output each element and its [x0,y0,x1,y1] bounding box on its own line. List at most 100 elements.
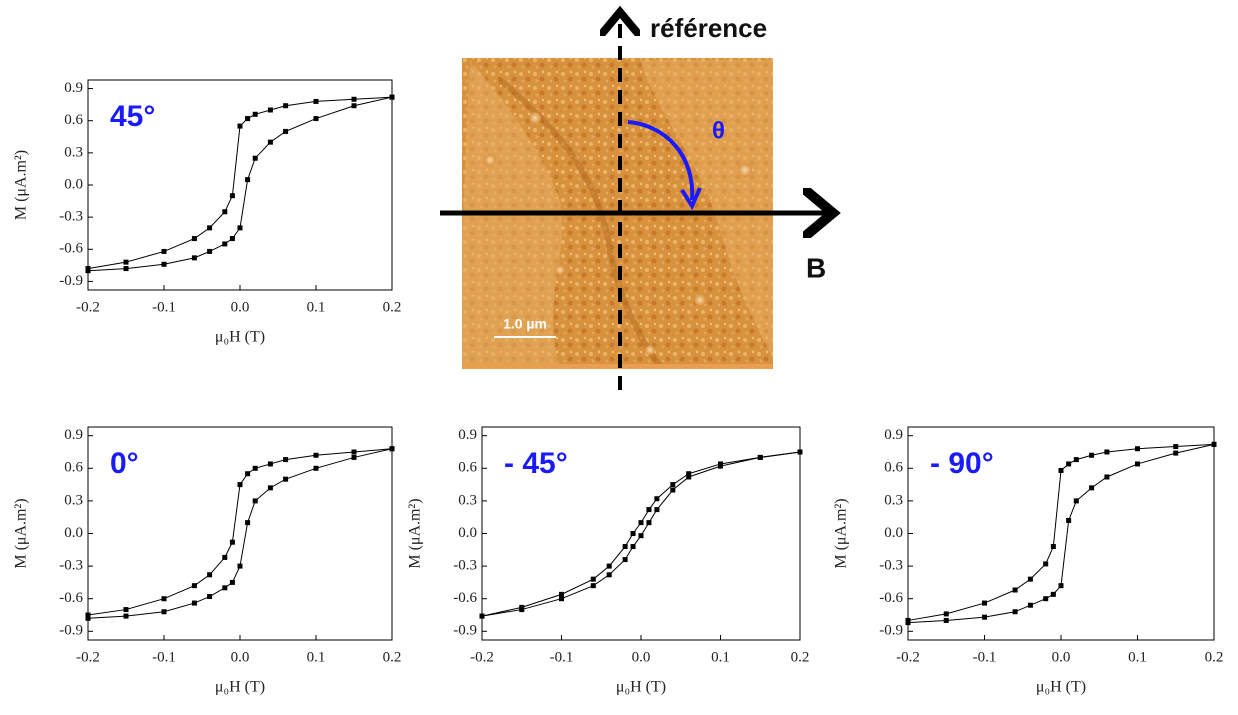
data-point [283,128,289,134]
data-point [1173,450,1179,456]
data-point [630,544,636,550]
data-point [622,544,628,550]
data-point [229,579,235,585]
data-point [982,614,987,620]
x-tick-label: -0.2 [470,649,494,665]
x-axis-label: μ₀H (T) [616,679,666,696]
hysteresis-chart: -0.9 -0.6 -0.3 0.0 0.3 0.6 0.9 -0.2 -0.1 0.0 0.1 0.… [833,426,1223,696]
data-point [161,248,167,254]
data-point [252,111,258,117]
data-point [222,554,228,560]
data-point [1027,576,1033,582]
y-axis-label: M (μA.m²) [13,498,30,568]
data-point [1104,474,1110,480]
y-tick-label: 0.6 [458,460,477,476]
x-axis-label: μ₀H (T) [1036,679,1086,696]
data-point [229,236,235,242]
y-tick-label: -0.9 [59,623,83,639]
afm-particle [529,112,541,124]
y-tick-label: -0.6 [453,590,477,606]
hysteresis-chart: -0.9 -0.6 -0.3 0.0 0.3 0.6 0.9 -0.2 -0.1 0.0 0.1 0.… [407,426,809,696]
data-point [982,600,987,606]
data-point [237,482,243,488]
data-point [1050,544,1056,550]
y-tick-label: -0.3 [453,558,477,574]
x-tick-label: 0.1 [1128,649,1147,665]
data-point [191,583,197,589]
data-point [267,107,273,113]
x-tick-label: 0.1 [711,649,730,665]
data-point [313,98,319,104]
x-tick-label: -0.2 [896,649,920,665]
hysteresis-chart: -0.9 -0.6 -0.3 0.0 0.3 0.6 0.9 -0.2 -0.1 0.0 0.1 0.… [13,426,402,696]
afm-particle [645,345,655,355]
data-point [1173,444,1179,450]
data-point [606,563,612,569]
x-tick-label: 0.0 [231,649,250,665]
x-tick-label: -0.1 [973,649,997,665]
afm-particle [738,163,752,177]
data-point [267,461,273,467]
y-tick-label: 0.6 [884,460,903,476]
data-point [313,465,319,471]
y-tick-label: -0.9 [879,623,903,639]
data-point [252,498,258,504]
data-point [222,585,228,591]
angle-label: - 90° [930,447,994,480]
x-axis-label: μ₀H (T) [215,329,265,346]
y-tick-label: 0.9 [64,80,83,96]
data-point [686,471,692,477]
data-point [1066,461,1072,467]
y-axis-label: M (μA.m²) [13,150,30,220]
data-point [245,116,251,122]
data-point [1043,561,1049,567]
data-point [1211,441,1217,447]
data-point [123,259,129,265]
y-axis-label: M (μA.m²) [833,498,850,568]
data-point [191,255,197,261]
x-axis-label: μ₀H (T) [215,679,265,696]
x-tick-label: 0.0 [231,299,250,315]
theta-label: θ [712,117,725,144]
data-point [389,446,395,452]
y-tick-label: 0.0 [458,525,477,541]
data-point [123,613,129,619]
y-tick-label: -0.6 [59,590,83,606]
y-tick-label: 0.9 [64,427,83,443]
y-tick-label: -0.3 [879,558,903,574]
x-tick-label: 0.1 [307,649,326,665]
data-point [207,572,213,578]
y-tick-label: -0.9 [59,273,83,289]
data-point [479,613,485,619]
data-point [670,482,676,488]
data-point [718,463,723,469]
x-tick-label: 0.2 [383,649,402,665]
data-point [1012,609,1018,615]
data-point [1043,596,1049,602]
data-point [191,600,197,606]
data-point [1104,449,1110,455]
data-point [1058,467,1064,473]
data-point [85,615,91,621]
data-point [245,471,251,477]
data-point [351,454,357,460]
y-tick-label: 0.6 [64,460,83,476]
data-point [222,241,228,247]
data-point [252,155,258,161]
y-tick-label: -0.9 [453,623,477,639]
data-point [229,193,235,199]
y-tick-label: 0.0 [884,525,903,541]
data-point [389,94,395,100]
y-tick-label: 0.3 [884,492,903,508]
y-tick-label: 0.3 [64,144,83,160]
data-point [1058,583,1064,589]
y-tick-label: 0.9 [884,427,903,443]
data-point [646,520,652,526]
afm-particle [484,154,496,166]
data-point [191,236,197,242]
data-point [283,103,289,109]
data-point [85,612,91,618]
data-point [161,596,167,602]
data-point [245,520,251,526]
